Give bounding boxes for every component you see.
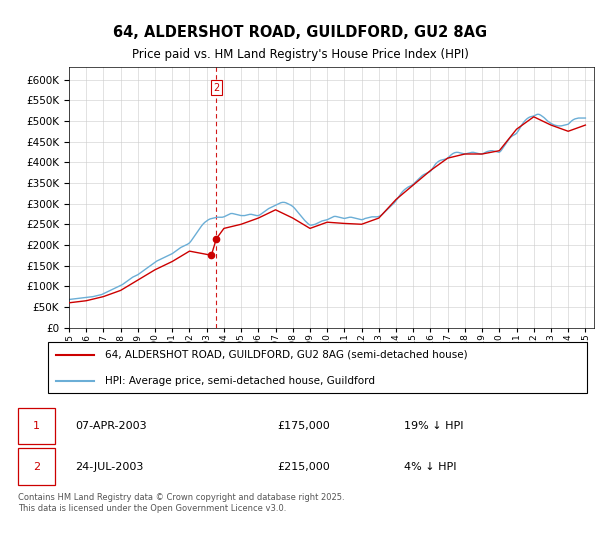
Text: 19% ↓ HPI: 19% ↓ HPI: [404, 421, 463, 431]
Text: Price paid vs. HM Land Registry's House Price Index (HPI): Price paid vs. HM Land Registry's House …: [131, 48, 469, 60]
Text: 64, ALDERSHOT ROAD, GUILDFORD, GU2 8AG (semi-detached house): 64, ALDERSHOT ROAD, GUILDFORD, GU2 8AG (…: [105, 350, 467, 360]
Text: Contains HM Land Registry data © Crown copyright and database right 2025.
This d: Contains HM Land Registry data © Crown c…: [18, 493, 344, 513]
Text: HPI: Average price, semi-detached house, Guildford: HPI: Average price, semi-detached house,…: [105, 376, 375, 386]
Text: 2: 2: [33, 461, 40, 472]
FancyBboxPatch shape: [48, 342, 587, 393]
Text: 64, ALDERSHOT ROAD, GUILDFORD, GU2 8AG: 64, ALDERSHOT ROAD, GUILDFORD, GU2 8AG: [113, 25, 487, 40]
FancyBboxPatch shape: [18, 408, 55, 444]
FancyBboxPatch shape: [18, 448, 55, 485]
Text: 24-JUL-2003: 24-JUL-2003: [76, 461, 144, 472]
Text: £215,000: £215,000: [277, 461, 330, 472]
Text: 1: 1: [33, 421, 40, 431]
Text: £175,000: £175,000: [277, 421, 330, 431]
Text: 4% ↓ HPI: 4% ↓ HPI: [404, 461, 456, 472]
Text: 07-APR-2003: 07-APR-2003: [76, 421, 147, 431]
Text: 2: 2: [213, 83, 220, 93]
